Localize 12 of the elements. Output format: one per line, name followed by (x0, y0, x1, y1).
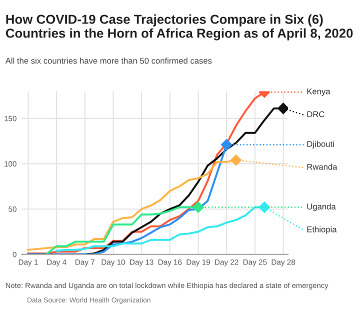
point (192, 202, 204, 213)
legend-label: DRC (307, 111, 324, 118)
text: Ethiopia (307, 226, 337, 234)
text: Uganda (307, 203, 336, 212)
point (230, 154, 242, 166)
legend-label: Kenya (307, 88, 330, 96)
point (278, 102, 288, 114)
chart-subtitle: All the six countries have more than 50 confirmed cases (5, 58, 212, 64)
text: Djibouti (307, 140, 334, 149)
point (220, 139, 232, 150)
text: Rwanda (307, 164, 338, 170)
chart-title: How COVID-19 Case Trajectories Compare in Six (6) Countries in the Horn of Africa Region as of April 8, 2020 (6, 14, 353, 40)
